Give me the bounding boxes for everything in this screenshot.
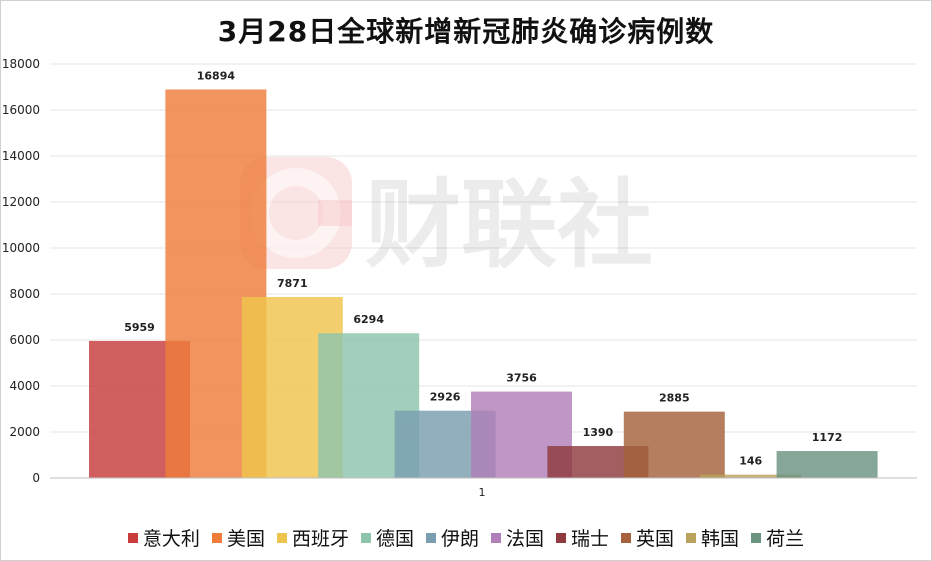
legend-swatch [491, 532, 501, 543]
legend-label: 荷兰 [766, 528, 805, 550]
bars [89, 89, 878, 479]
data-label: 16894 [197, 69, 236, 82]
y-tick-label: 2000 [9, 425, 40, 439]
data-label: 1390 [583, 426, 614, 439]
legend-item: 意大利 [127, 524, 200, 551]
legend-swatch [360, 532, 371, 543]
legend-item: 英国 [621, 524, 674, 551]
legend-label: 瑞士 [571, 528, 610, 550]
chart-title: 3月28日全球新增新冠肺炎确诊病例数 [217, 15, 715, 48]
legend-swatch [556, 532, 567, 543]
legend: 意大利 美国 西班牙 德国 伊朗 法国 瑞士 英国 韩国 荷兰 [0, 524, 932, 551]
legend-swatch [127, 532, 138, 543]
x-tick-label: 1 [479, 486, 486, 499]
y-axis: 0 2000 4000 6000 8000 10000 12000 14000 16000 180… [2, 57, 40, 485]
legend-swatch [276, 532, 287, 543]
y-tick-label: 8000 [9, 287, 40, 301]
legend-swatch [686, 532, 697, 543]
watermark-text: 财联社 [365, 169, 653, 281]
data-label: 6294 [353, 313, 384, 326]
y-tick-label: 4000 [9, 379, 40, 393]
y-tick-label: 0 [32, 471, 40, 485]
legend-swatch [425, 532, 436, 543]
legend-item: 美国 [211, 524, 265, 551]
y-tick-label: 10000 [2, 241, 40, 255]
legend-label: 英国 [636, 528, 675, 550]
data-label: 2926 [430, 391, 461, 404]
y-tick-label: 16000 [2, 103, 40, 117]
legend-item: 瑞士 [556, 524, 609, 551]
legend-label: 德国 [375, 528, 414, 550]
legend-label: 伊朗 [440, 528, 479, 550]
legend-swatch [751, 532, 762, 543]
bar-chart: 财联社 5959 16894 7871 6294 2926 3756 1390 2885 146… [2, 57, 917, 499]
data-label: 1172 [812, 431, 843, 444]
legend-label: 意大利 [142, 528, 200, 550]
legend-label: 西班牙 [291, 528, 349, 550]
data-label: 146 [739, 455, 762, 468]
data-label: 7871 [277, 277, 308, 290]
legend-label: 美国 [226, 528, 265, 550]
legend-item: 法国 [491, 524, 544, 551]
cailianshe-c-logo-gap [318, 200, 352, 226]
y-tick-label: 12000 [2, 195, 40, 209]
legend-swatch [621, 532, 632, 543]
y-tick-label: 14000 [2, 149, 40, 163]
legend-item: 伊朗 [425, 524, 479, 551]
legend-label: 韩国 [701, 528, 740, 550]
legend-item: 韩国 [686, 524, 739, 551]
data-label: 2885 [659, 392, 690, 405]
data-label: 3756 [506, 372, 537, 385]
legend-item: 德国 [360, 524, 414, 551]
y-tick-label: 6000 [9, 333, 40, 347]
bar [623, 411, 725, 478]
legend-label: 法国 [506, 528, 545, 550]
bar [700, 474, 802, 478]
legend-item: 西班牙 [276, 524, 349, 551]
bar [776, 451, 878, 478]
watermark: 财联社 [240, 157, 653, 281]
legend-swatch [211, 532, 222, 543]
y-tick-label: 18000 [2, 57, 40, 71]
data-label: 5959 [124, 321, 155, 334]
legend-item: 荷兰 [751, 524, 804, 551]
data-labels: 5959 16894 7871 6294 2926 3756 1390 2885 146 1172 [124, 69, 842, 467]
